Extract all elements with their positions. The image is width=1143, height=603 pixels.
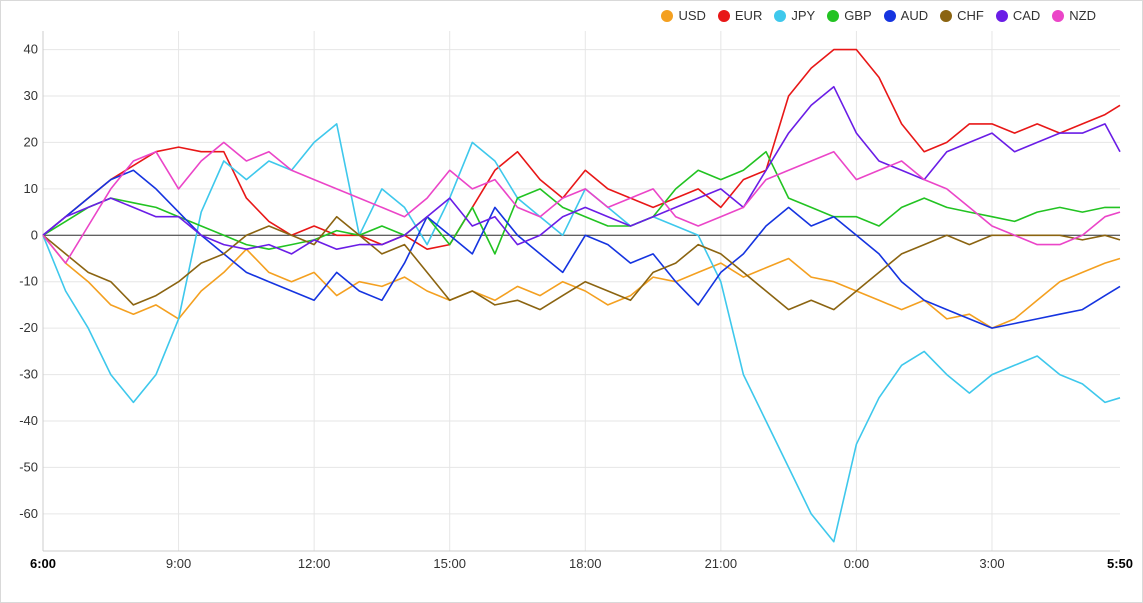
series-line-gbp [42,150,1120,255]
y-tick-label: 30 [24,88,38,103]
x-tick-label: 18:00 [569,556,602,571]
legend-item-eur[interactable]: EUR [717,8,763,23]
legend-item-usd[interactable]: USD [661,8,706,23]
y-tick-label: -30 [19,367,38,382]
legend-label: CHF [957,8,984,23]
legend-swatch [774,9,787,22]
legend: USD EUR JPY GBP AUD CHF CAD NZD [661,8,1096,23]
y-tick-label: -60 [19,506,38,521]
legend-label: EUR [734,8,763,23]
legend-item-nzd[interactable]: NZD [1052,8,1096,23]
legend-label: NZD [1069,8,1096,23]
x-tick-label: 21:00 [705,556,738,571]
y-tick-label: -50 [19,459,38,474]
y-tick-label: -40 [19,413,38,428]
x-tick-label: 3:00 [979,556,1004,571]
legend-item-chf[interactable]: CHF [940,8,984,23]
legend-swatch [827,9,840,22]
legend-label: AUD [900,8,929,23]
series-line-usd [42,234,1121,329]
legend-swatch [717,9,730,22]
legend-swatch [995,9,1008,22]
series-line-cad [42,85,1121,255]
legend-label: CAD [1012,8,1041,23]
x-tick-label: 0:00 [844,556,869,571]
series-line-eur [42,48,1121,250]
x-tick-label: 15:00 [433,556,466,571]
legend-swatch [940,9,953,22]
legend-item-aud[interactable]: AUD [883,8,929,23]
series-line-jpy [42,123,1121,543]
series-line-aud [42,169,1121,329]
series-line-nzd [42,141,1121,264]
y-tick-label: -10 [19,274,38,289]
legend-swatch [1052,9,1065,22]
x-tick-label: 5:50 [1107,556,1133,571]
y-tick-label: -20 [19,320,38,335]
x-tick-label: 12:00 [298,556,331,571]
x-tick-label: 9:00 [166,556,191,571]
legend-swatch [883,9,896,22]
legend-item-jpy[interactable]: JPY [774,8,815,23]
legend-label: USD [678,8,706,23]
legend-item-gbp[interactable]: GBP [827,8,872,23]
legend-item-cad[interactable]: CAD [995,8,1041,23]
legend-label: JPY [791,8,816,23]
legend-swatch [661,9,674,22]
y-tick-label: 0 [31,227,38,242]
y-tick-label: 20 [24,134,38,149]
series-line-chf [42,215,1121,311]
x-tick-label: 6:00 [30,556,56,571]
legend-label: GBP [844,8,872,23]
y-tick-label: 10 [24,181,38,196]
y-tick-label: 40 [24,42,38,57]
